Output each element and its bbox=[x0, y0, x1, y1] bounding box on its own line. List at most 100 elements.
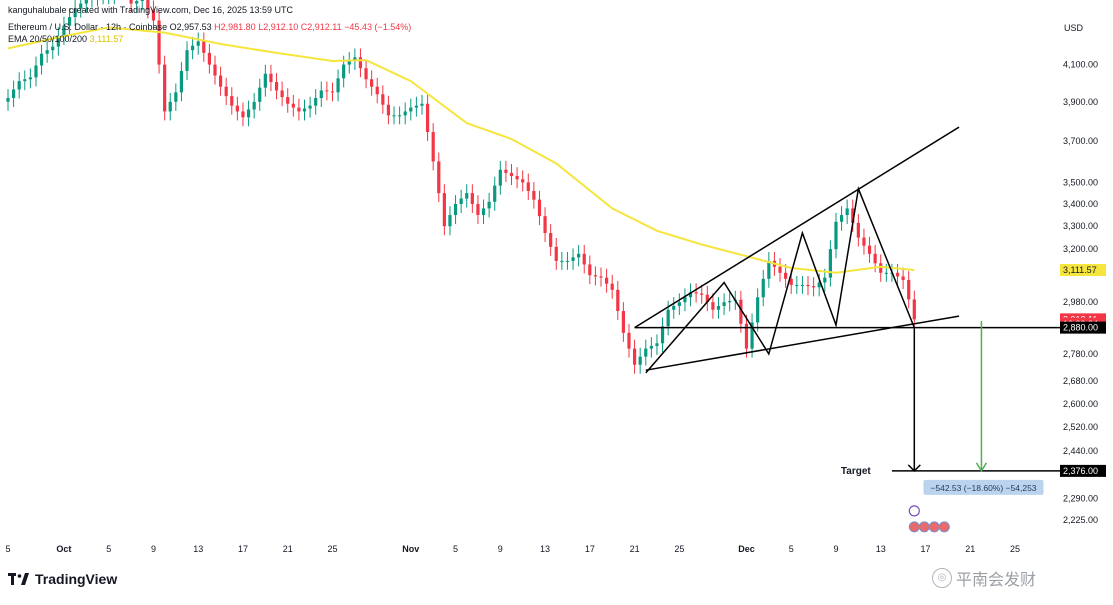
x-tick-label: 5 bbox=[453, 544, 458, 554]
candle-body bbox=[862, 237, 866, 246]
candle-body bbox=[140, 0, 144, 2]
candle-body bbox=[56, 36, 60, 47]
x-tick-label: 25 bbox=[327, 544, 337, 554]
price-label-text: 3,111.57 bbox=[1063, 265, 1097, 275]
candle-body bbox=[409, 107, 413, 112]
candle-body bbox=[286, 97, 290, 104]
candle-body bbox=[828, 249, 832, 278]
candle-body bbox=[577, 253, 581, 258]
y-tick-label: 2,290.00 bbox=[1063, 493, 1098, 503]
pattern-zigzag-line[interactable] bbox=[645, 186, 915, 374]
candle-body bbox=[761, 278, 765, 298]
candle-body bbox=[487, 201, 491, 209]
event-flag-icon[interactable] bbox=[928, 521, 940, 533]
candle-body bbox=[163, 64, 167, 112]
candle-body bbox=[526, 182, 530, 191]
y-tick-label: 2,680.00 bbox=[1063, 376, 1098, 386]
x-tick-label: 13 bbox=[193, 544, 203, 554]
candle-body bbox=[649, 345, 653, 349]
ema-line bbox=[7, 26, 915, 274]
candle-body bbox=[851, 208, 855, 223]
candle-body bbox=[398, 115, 402, 117]
candle-body bbox=[168, 101, 172, 112]
candle-body bbox=[873, 253, 877, 264]
candle-body bbox=[308, 105, 312, 109]
event-flag-icon[interactable] bbox=[918, 521, 930, 533]
candle-body bbox=[839, 215, 844, 222]
candle-body bbox=[884, 272, 888, 274]
candle-body bbox=[34, 65, 38, 78]
candle-body bbox=[549, 233, 553, 247]
candle-body bbox=[605, 277, 609, 284]
candle-body bbox=[700, 293, 704, 295]
candle-body bbox=[196, 41, 200, 46]
candle-body bbox=[554, 246, 558, 261]
candle-body bbox=[532, 190, 536, 200]
event-flag-icon[interactable] bbox=[938, 521, 950, 533]
candle-body bbox=[845, 208, 849, 216]
candle-body bbox=[879, 263, 883, 273]
candle-body bbox=[207, 52, 211, 65]
tradingview-brand[interactable]: TradingView bbox=[8, 571, 117, 587]
y-tick-label: 3,900.00 bbox=[1063, 97, 1098, 107]
candle-body bbox=[655, 343, 659, 346]
x-tick-label: 21 bbox=[965, 544, 975, 554]
candle-body bbox=[588, 264, 592, 276]
x-tick-label: Dec bbox=[738, 544, 755, 554]
measure-info-text: −542.53 (−18.60%) −54,253 bbox=[930, 483, 1036, 493]
candle-body bbox=[151, 9, 156, 21]
candle-body bbox=[291, 103, 295, 108]
low-value: L2,912.10 bbox=[258, 22, 299, 32]
y-tick-label: 2,225.00 bbox=[1063, 515, 1098, 525]
tradingview-logo-icon bbox=[8, 573, 29, 585]
candle-body bbox=[218, 75, 223, 87]
x-tick-label: 5 bbox=[5, 544, 10, 554]
watermark: ◎ 平南会发财 bbox=[932, 566, 1036, 590]
x-tick-label: 25 bbox=[674, 544, 684, 554]
candle-body bbox=[778, 266, 782, 273]
event-flag-icon[interactable] bbox=[908, 521, 920, 533]
indicator-name: EMA 20/50/100/200 bbox=[8, 34, 88, 44]
x-tick-label: Nov bbox=[402, 544, 419, 554]
candle-body bbox=[565, 260, 570, 262]
x-tick-label: 5 bbox=[789, 544, 794, 554]
candle-body bbox=[722, 302, 726, 306]
candle-body bbox=[381, 94, 385, 105]
candle-body bbox=[756, 297, 760, 323]
candle-body bbox=[191, 45, 195, 51]
candle-body bbox=[73, 8, 77, 18]
candle-body bbox=[498, 169, 502, 186]
candle-body bbox=[342, 64, 346, 79]
candle-body bbox=[481, 208, 486, 216]
price-label-text: 2,376.00 bbox=[1063, 466, 1098, 476]
candle-body bbox=[280, 90, 284, 98]
candle-body bbox=[582, 253, 586, 265]
y-tick-label: 3,200.00 bbox=[1063, 244, 1098, 254]
high-value: H2,981.80 bbox=[214, 22, 256, 32]
candle-body bbox=[437, 161, 441, 194]
candle-body bbox=[263, 73, 267, 88]
candle-body bbox=[688, 292, 693, 298]
y-tick-label: 3,500.00 bbox=[1063, 177, 1098, 187]
y-tick-label: 3,300.00 bbox=[1063, 221, 1098, 231]
candle-body bbox=[297, 107, 301, 112]
wedge-upper-trendline[interactable] bbox=[634, 126, 960, 329]
drawings[interactable]: Target −542.53 (−18.60%) −54,253 bbox=[634, 126, 1060, 533]
candle-body bbox=[521, 179, 525, 183]
candle-body bbox=[834, 221, 838, 250]
y-tick-label: 2,520.00 bbox=[1063, 422, 1098, 432]
candle-body bbox=[414, 105, 418, 108]
candle-body bbox=[739, 299, 743, 324]
candle-body bbox=[800, 284, 805, 286]
wedge-lower-trendline[interactable] bbox=[645, 315, 960, 371]
x-tick-label: 9 bbox=[833, 544, 838, 554]
candle-body bbox=[453, 204, 458, 216]
candle-body bbox=[621, 311, 625, 333]
candle-body bbox=[364, 68, 368, 80]
symbol-title: Ethereum / U.S. Dollar · 12h · Coinbase bbox=[8, 22, 168, 32]
candle-body bbox=[795, 284, 799, 286]
event-bolt-icon[interactable] bbox=[908, 505, 920, 517]
y-tick-label: 4,100.00 bbox=[1063, 60, 1098, 70]
